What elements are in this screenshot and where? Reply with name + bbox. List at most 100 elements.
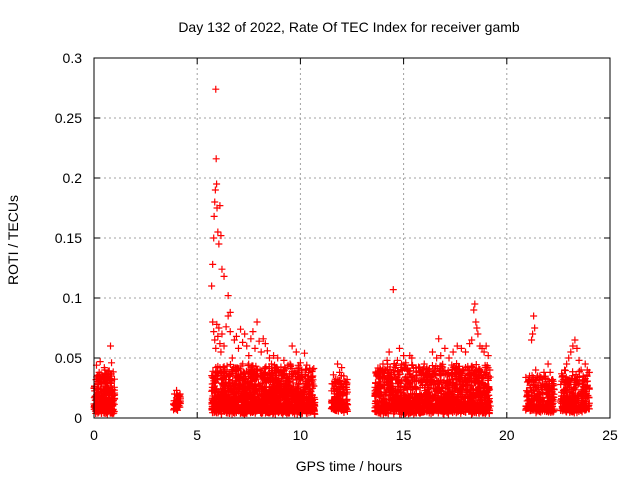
- data-point: [210, 396, 218, 404]
- data-point: [251, 408, 259, 416]
- data-point: [383, 356, 391, 364]
- data-point: [460, 376, 468, 384]
- data-point: [108, 359, 116, 367]
- data-point: [102, 378, 110, 386]
- data-point: [548, 376, 556, 384]
- data-point: [308, 378, 316, 386]
- data-point: [228, 379, 236, 387]
- data-point: [212, 407, 220, 415]
- data-point: [525, 377, 533, 385]
- data-point: [396, 400, 404, 408]
- data-point: [104, 391, 112, 399]
- y-tick-label: 0.15: [55, 230, 82, 246]
- data-point: [342, 378, 350, 386]
- data-point: [528, 336, 536, 344]
- data-point: [231, 407, 239, 415]
- data-point: [330, 385, 338, 393]
- data-point: [100, 364, 108, 372]
- data-point: [451, 373, 459, 381]
- data-point: [211, 371, 219, 379]
- data-point: [338, 381, 346, 389]
- data-point: [408, 404, 416, 412]
- data-point: [416, 409, 424, 417]
- data-point: [456, 398, 464, 406]
- data-point: [484, 396, 492, 404]
- data-point: [429, 369, 437, 377]
- data-point: [257, 348, 265, 356]
- chart-title: Day 132 of 2022, Rate Of TEC Index for r…: [178, 19, 520, 35]
- data-point: [274, 354, 282, 362]
- data-point: [445, 400, 453, 408]
- data-point: [541, 375, 549, 383]
- data-point: [220, 363, 228, 371]
- data-point: [436, 406, 444, 414]
- data-point: [539, 389, 547, 397]
- data-point: [214, 362, 222, 370]
- data-point: [471, 300, 479, 308]
- data-point: [239, 338, 247, 346]
- data-point: [412, 364, 420, 372]
- data-point: [485, 395, 493, 403]
- data-point: [211, 198, 219, 206]
- data-point: [289, 379, 297, 387]
- data-point: [209, 318, 217, 326]
- data-point: [469, 385, 477, 393]
- data-point: [339, 400, 347, 408]
- data-point: [280, 367, 288, 375]
- data-point: [560, 385, 568, 393]
- data-point: [573, 376, 581, 384]
- data-point: [297, 374, 305, 382]
- data-point: [526, 372, 534, 380]
- data-point: [434, 364, 442, 372]
- data-point: [530, 312, 538, 320]
- data-point: [473, 390, 481, 398]
- y-tick-label: 0.25: [55, 110, 82, 126]
- data-point: [253, 318, 261, 326]
- data-point: [388, 383, 396, 391]
- data-point: [536, 402, 544, 410]
- data-point: [224, 292, 232, 300]
- data-point: [266, 373, 274, 381]
- x-tick-label: 5: [193, 427, 201, 443]
- data-point: [216, 391, 224, 399]
- data-point: [430, 407, 438, 415]
- data-point: [108, 401, 116, 409]
- data-point: [569, 342, 577, 350]
- data-point: [282, 382, 290, 390]
- data-point: [343, 386, 351, 394]
- data-point: [264, 396, 272, 404]
- data-point: [230, 336, 238, 344]
- data-point: [549, 408, 557, 416]
- data-point: [305, 368, 313, 376]
- data-point: [567, 388, 575, 396]
- data-point: [567, 398, 575, 406]
- data-point: [240, 372, 248, 380]
- data-point: [408, 354, 416, 362]
- axis-ticks: 0 5 10 15 20 25 0 0.05 0.1 0.15 0.2 0.25 0.3: [55, 50, 618, 443]
- data-point: [221, 405, 229, 413]
- data-point: [400, 401, 408, 409]
- data-point: [173, 386, 181, 394]
- data-point: [288, 342, 296, 350]
- data-point: [409, 401, 417, 409]
- data-point: [237, 408, 245, 416]
- data-point: [340, 372, 348, 380]
- y-tick-label: 0: [74, 410, 82, 426]
- data-point: [222, 397, 230, 405]
- data-point: [170, 390, 178, 398]
- data-point: [241, 376, 249, 384]
- data-point: [382, 389, 390, 397]
- data-point: [384, 395, 392, 403]
- data-point: [398, 360, 406, 368]
- data-point: [218, 330, 226, 338]
- data-point: [456, 405, 464, 413]
- data-point: [215, 370, 223, 378]
- data-point: [570, 405, 578, 413]
- data-point: [565, 354, 573, 362]
- data-point: [309, 372, 317, 380]
- data-point: [384, 376, 392, 384]
- data-point: [385, 381, 393, 389]
- data-point: [284, 378, 292, 386]
- data-point: [446, 381, 454, 389]
- data-point: [449, 348, 457, 356]
